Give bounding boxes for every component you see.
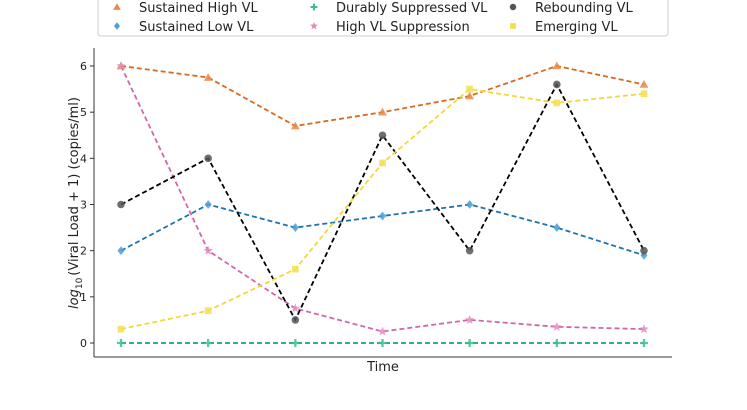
data-point: [117, 246, 125, 256]
series-line: [120, 65, 645, 127]
y-tick-label: 6: [80, 60, 87, 73]
data-point: [553, 99, 561, 107]
data-point: [116, 61, 126, 70]
data-point: [640, 339, 648, 347]
data-point: [378, 211, 387, 221]
data-point: [639, 324, 649, 334]
data-point: [203, 245, 213, 255]
data-point: [290, 121, 300, 130]
data-point: [291, 339, 300, 347]
y-tick-label: 3: [80, 199, 87, 212]
data-point: [640, 250, 648, 260]
data-point: [465, 315, 475, 324]
data-point: [378, 107, 387, 116]
data-point: [466, 85, 474, 93]
y-tick-label: 4: [80, 152, 87, 165]
data-point: [117, 325, 125, 333]
series-emerging-vl: [117, 85, 648, 333]
data-point: [204, 154, 212, 163]
legend-marker: [509, 3, 517, 11]
legend-label: Rebounding VL: [535, 1, 634, 16]
legend-marker: [510, 23, 516, 29]
data-point: [465, 339, 474, 347]
data-point: [640, 90, 648, 98]
data-point: [553, 80, 561, 89]
data-point: [203, 73, 213, 81]
data-point: [552, 322, 562, 331]
data-point: [204, 200, 212, 209]
y-tick-label: 0: [80, 337, 87, 350]
y-tick-label: 2: [80, 245, 87, 258]
data-point: [378, 131, 387, 140]
legend-item: High VL Suppression: [310, 20, 470, 35]
legend-item: Durably Suppressed VL: [310, 1, 488, 16]
legend: Sustained High VL Sustained Low VL Durably…: [97, 0, 669, 37]
data-point: [377, 326, 388, 336]
legend-label: Emerging VL: [535, 20, 618, 35]
series-sustained-low-vl: [117, 200, 648, 260]
data-point: [291, 265, 299, 273]
series-rebounding-vl: [117, 80, 648, 324]
data-point: [117, 339, 125, 347]
series-high-vl-suppression: [116, 61, 649, 336]
series-line: [120, 82, 645, 322]
series-durably-suppressed-vl: [117, 339, 648, 347]
data-point: [552, 339, 561, 347]
data-point: [465, 91, 475, 100]
data-point: [291, 223, 299, 232]
data-point: [553, 223, 561, 232]
y-tick-label: 5: [80, 106, 87, 119]
legend-item: Rebounding VL: [509, 1, 634, 16]
data-point: [639, 80, 649, 88]
legend-item: Emerging VL: [510, 20, 618, 35]
legend-marker: [113, 22, 121, 30]
legend-label: Sustained Low VL: [139, 20, 254, 35]
legend-frame: [97, 0, 669, 37]
legend-marker: [310, 21, 318, 30]
data-point: [379, 159, 386, 167]
legend-label: High VL Suppression: [336, 20, 470, 35]
series-sustained-high-vl: [116, 61, 649, 130]
data-point: [466, 200, 474, 209]
x-axis-title: Time: [366, 360, 399, 375]
data-point: [640, 246, 648, 255]
series-group: [116, 61, 649, 347]
legend-item: Sustained Low VL: [113, 20, 254, 35]
data-point: [117, 200, 125, 209]
data-point: [291, 316, 300, 324]
data-point: [204, 339, 213, 347]
legend-label: Durably Suppressed VL: [336, 1, 488, 16]
data-point: [290, 303, 300, 313]
legend-marker: [113, 3, 121, 10]
axes: [93, 48, 672, 358]
series-line: [120, 65, 645, 333]
y-ticks: 0 1 2 3 4 5 6: [80, 60, 94, 350]
data-point: [378, 339, 387, 347]
data-point: [465, 246, 474, 255]
legend-item: Sustained High VL: [113, 1, 258, 16]
legend-marker: [310, 3, 318, 11]
legend-label: Sustained High VL: [139, 1, 258, 16]
data-point: [552, 61, 562, 70]
y-axis-title: log10(Viral Load + 1) (copies/ml): [67, 97, 85, 309]
y-tick-label: 1: [80, 291, 87, 304]
data-point: [204, 307, 212, 315]
